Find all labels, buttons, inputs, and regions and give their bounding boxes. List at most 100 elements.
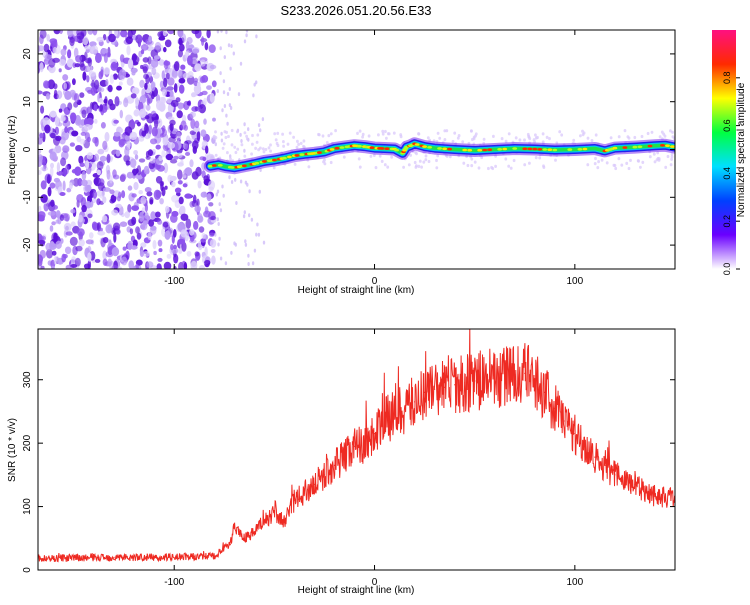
snr-point: [394, 414, 396, 416]
snr-point: [544, 391, 546, 393]
signal-hotspot: [512, 147, 518, 150]
signal-hotspot: [532, 147, 538, 151]
snr-point: [323, 474, 325, 476]
signal-hotspot: [334, 146, 340, 150]
colorbar: 0.0 0.2 0.4 0.6 0.8 Normalized spectral ampl…: [712, 30, 747, 275]
signal-hotspot: [414, 143, 420, 146]
snr-point: [263, 519, 265, 522]
spectrogram-x-tick-label: 0: [372, 276, 378, 287]
snr-point: [313, 483, 315, 485]
signal-hotspot: [467, 148, 473, 152]
signal-hotspot: [229, 166, 235, 169]
signal-hotspot: [287, 155, 292, 159]
snr-point: [464, 382, 466, 384]
snr-point: [373, 433, 376, 435]
snr-point: [414, 401, 416, 403]
signal-hotspot: [369, 146, 375, 149]
spectrogram-y-tick-label: 20: [22, 48, 33, 60]
signal-hotspot: [660, 144, 665, 147]
snr-y-label: SNR (10 * v/v): [7, 418, 18, 482]
snr-point: [353, 445, 356, 447]
snr-point: [474, 380, 476, 382]
snr-x-tick-label: 100: [566, 577, 583, 588]
snr-x-tick-label: -100: [164, 577, 184, 588]
signal-hotspot: [462, 148, 468, 152]
signal-hotspot: [299, 153, 305, 156]
snr-x-axis: -100 0 100: [164, 329, 584, 588]
snr-point: [614, 474, 616, 476]
snr-point: [333, 464, 336, 466]
colorbar-ticks: 0.0 0.2 0.4 0.6 0.8: [722, 72, 740, 276]
snr-point: [504, 376, 506, 378]
snr-point: [293, 499, 295, 501]
signal-hotspot: [422, 145, 427, 148]
signal-hotspot: [577, 148, 583, 151]
snr-point: [604, 464, 606, 466]
signal-hotspot: [241, 164, 247, 168]
colorbar-tick-label: 0.4: [722, 167, 732, 180]
snr-point: [434, 388, 436, 390]
signal-hotspot: [612, 146, 618, 150]
snr-point: [229, 544, 231, 546]
colorbar-gradient: [712, 30, 736, 269]
signal-hotspot: [379, 147, 385, 150]
spectrogram-x-axis: -100 0 100: [164, 30, 584, 287]
snr-point: [153, 556, 155, 558]
snr-x-tick-label: 0: [372, 577, 378, 588]
snr-point: [494, 377, 496, 380]
signal-hotspot: [357, 144, 362, 148]
snr-point: [253, 531, 255, 533]
colorbar-label: Normalized spectral amplitude: [736, 82, 747, 217]
signal-hotspot: [394, 148, 399, 152]
snr-point: [73, 557, 75, 559]
snr-point: [524, 372, 526, 374]
snr-point: [193, 556, 195, 558]
spectrogram-y-tick-label: 10: [22, 96, 33, 108]
signal-hotspot: [447, 147, 452, 151]
snr-point: [554, 407, 556, 409]
signal-hotspot: [665, 144, 670, 147]
signal-hotspot: [502, 147, 508, 151]
signal-hotspot: [254, 161, 260, 165]
spectrogram-x-tick-label: 100: [566, 276, 583, 287]
colorbar-tick-label: 0.0: [722, 263, 732, 276]
signal-hotspot: [329, 148, 335, 151]
signal-hotspot: [670, 145, 675, 148]
signal-hotspot: [477, 148, 483, 152]
signal-hotspot: [272, 158, 277, 162]
signal-hotspot: [262, 160, 267, 163]
snr-point: [654, 494, 656, 496]
signal-hotspot: [547, 148, 553, 151]
spectrogram-y-tick-label: 0: [22, 146, 33, 152]
snr-series-layer: [38, 329, 675, 563]
snr-y-axis: 0 100 200 300: [22, 371, 675, 573]
snr-panel: -100 0 100 0 100 200 300 Height of straight l…: [7, 328, 676, 596]
snr-y-tick-label: 0: [22, 567, 33, 573]
snr-point: [484, 379, 486, 381]
signal-hotspot: [647, 144, 653, 148]
colorbar-tick-label: 0.6: [722, 119, 732, 132]
colorbar-tick-label: 0.2: [722, 215, 732, 228]
signal-hotspot: [487, 148, 493, 151]
signal-hotspot: [207, 164, 213, 168]
signal-hotspot: [211, 164, 217, 167]
signal-hotspot: [442, 147, 447, 151]
signal-hotspot: [632, 145, 638, 149]
snr-point: [113, 556, 115, 558]
signal-hotspot: [294, 154, 300, 157]
spectrogram-y-axis: -20 -10 0 10 20: [22, 48, 675, 252]
signal-hotspot: [542, 148, 548, 151]
snr-point: [594, 456, 596, 458]
signal-hotspot: [482, 148, 488, 152]
snr-y-tick-label: 100: [22, 498, 33, 515]
snr-point: [424, 391, 426, 393]
spectrogram-x-label: Height of straight line (km): [298, 285, 415, 296]
snr-point: [454, 384, 456, 386]
snr-point: [634, 483, 636, 485]
snr-point: [444, 386, 446, 388]
signal-hotspot: [282, 156, 287, 160]
signal-hotspot: [582, 147, 588, 151]
snr-point: [404, 407, 406, 409]
snr-series-line: [38, 329, 675, 563]
